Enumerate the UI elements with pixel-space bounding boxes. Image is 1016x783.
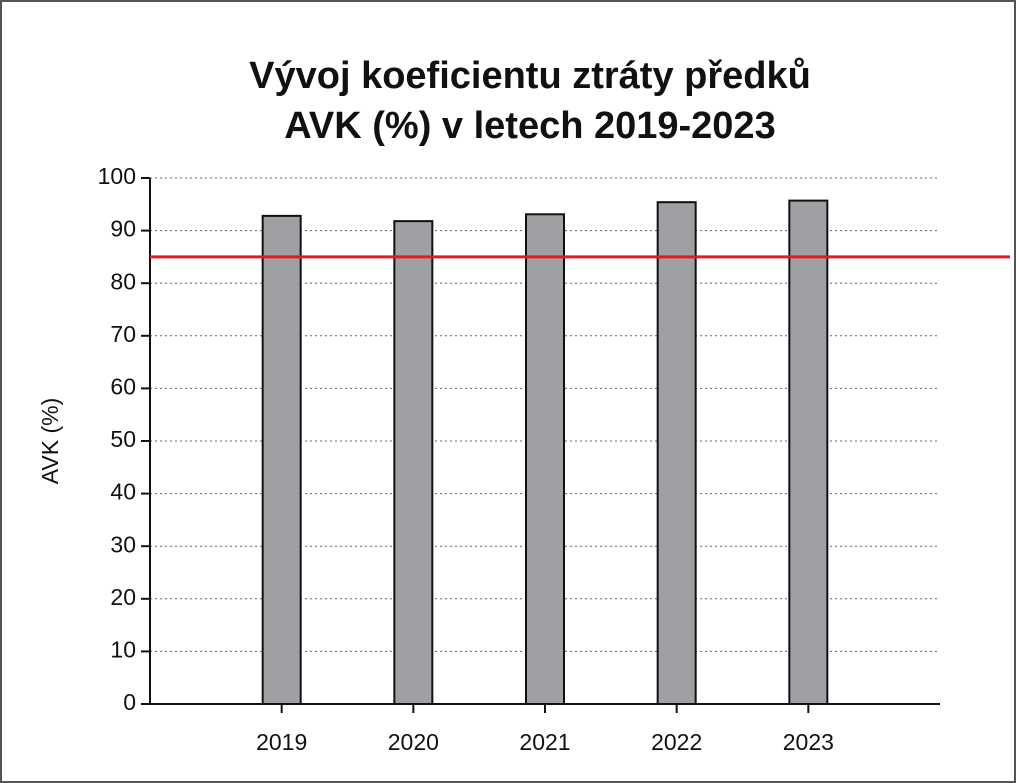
bar: [788, 199, 829, 705]
bar: [525, 213, 565, 705]
x-tick-label: 2020: [388, 729, 439, 755]
y-tick-label: 70: [110, 321, 136, 347]
bar: [656, 201, 697, 705]
chart-title: AVK (%) v letech 2019-2023: [284, 105, 775, 147]
y-tick-label: 20: [110, 584, 136, 610]
x-tick-label: 2019: [256, 729, 307, 755]
y-tick-label: 30: [110, 531, 136, 557]
x-tick-label: 2023: [783, 729, 834, 755]
y-tick-label: 90: [110, 216, 136, 242]
y-tick-label: 80: [110, 268, 136, 294]
y-tick-label: 100: [98, 163, 136, 189]
bar: [393, 220, 434, 706]
y-tick-label: 60: [110, 373, 136, 399]
y-tick-label: 40: [110, 479, 136, 505]
y-tick-label: 10: [110, 636, 136, 662]
y-tick-label: 0: [123, 689, 136, 715]
bar: [261, 214, 302, 705]
y-tick-label: 50: [110, 426, 136, 452]
y-axis-label: AVK (%): [37, 398, 63, 484]
chart-title: Vývoj koeficientu ztráty předků: [249, 55, 811, 97]
x-tick-label: 2022: [651, 729, 702, 755]
x-tick-label: 2021: [519, 729, 570, 755]
